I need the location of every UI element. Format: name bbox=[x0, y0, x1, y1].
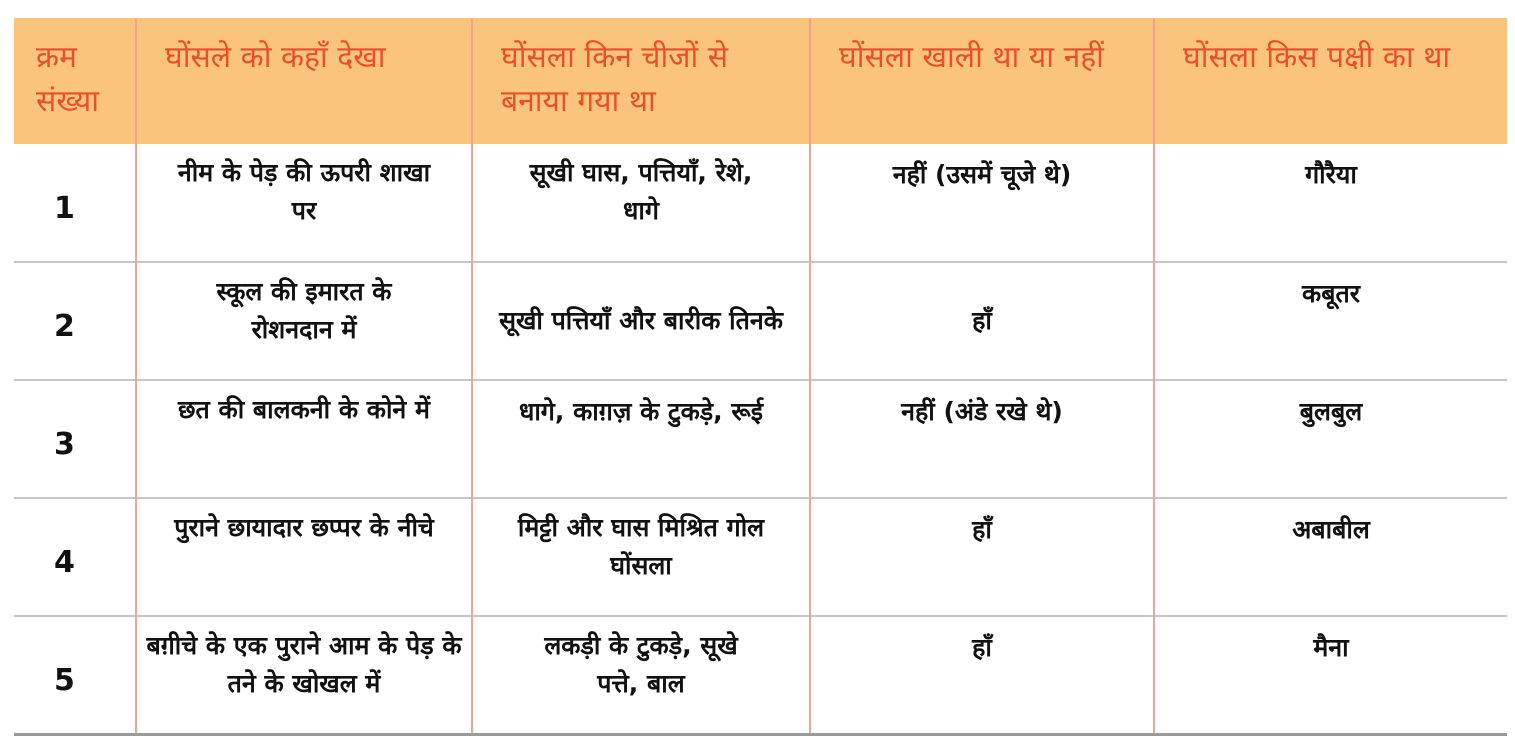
cell-empty: नहीं (अंडे रखे थे) bbox=[810, 380, 1155, 498]
cell-location-text: स्कूल की इमारत के रोशनदान में bbox=[216, 277, 392, 344]
header-materials: घोंसला किन चीजों से बनाया गया था bbox=[472, 18, 811, 144]
nest-observation-table-container: क्रम संख्या घोंसले को कहाँ देखा घोंसला क… bbox=[14, 18, 1507, 736]
cell-materials-text: लकड़ी के टुकड़े, सूखे पत्ते, बाल bbox=[544, 631, 738, 698]
cell-serial: 3 bbox=[14, 380, 137, 498]
cell-materials-text: सूखी घास, पत्तियाँ, रेशे, धागे bbox=[529, 158, 753, 225]
cell-location-text: नीम के पेड़ की ऊपरी शाखा पर bbox=[177, 158, 431, 225]
table-row: 1 नीम के पेड़ की ऊपरी शाखा पर सूखी घास, … bbox=[14, 144, 1507, 262]
cell-materials: मिट्टी और घास मिश्रित गोल घोंसला bbox=[472, 498, 811, 616]
cell-location-text: पुराने छायादार छप्पर के नीचे bbox=[174, 513, 434, 542]
header-empty-or-not: घोंसला खाली था या नहीं bbox=[810, 18, 1155, 144]
cell-location: पुराने छायादार छप्पर के नीचे bbox=[136, 498, 473, 616]
table-row: 4 पुराने छायादार छप्पर के नीचे मिट्टी और… bbox=[14, 498, 1507, 616]
cell-materials: धागे, काग़ज़ के टुकड़े, रूई bbox=[472, 380, 811, 498]
cell-bird: बुलबुल bbox=[1299, 397, 1363, 426]
table-row: 3 छत की बालकनी के कोने में धागे, काग़ज़ … bbox=[14, 380, 1507, 498]
cell-location-text: बग़ीचे के एक पुराने आम के पेड़ के तने के… bbox=[146, 631, 462, 698]
cell-materials-text: मिट्टी और घास मिश्रित गोल घोंसला bbox=[517, 513, 765, 580]
cell-bird: मैना bbox=[1313, 633, 1349, 662]
cell-location: बग़ीचे के एक पुराने आम के पेड़ के तने के… bbox=[136, 616, 473, 734]
cell-empty: हाँ bbox=[810, 498, 1155, 616]
cell-empty: हाँ bbox=[810, 616, 1155, 734]
cell-location: छत की बालकनी के कोने में bbox=[136, 380, 473, 498]
cell-bird: कबूतर bbox=[1302, 279, 1360, 308]
cell-serial: 2 bbox=[14, 262, 137, 380]
cell-bird: अबाबील bbox=[1292, 515, 1370, 544]
cell-empty: नहीं (उसमें चूजे थे) bbox=[810, 144, 1155, 262]
cell-bird: गौरैया bbox=[1305, 160, 1357, 189]
header-where-seen: घोंसले को कहाँ देखा bbox=[136, 18, 473, 144]
table-row: 2 स्कूल की इमारत के रोशनदान में सूखी पत्… bbox=[14, 262, 1507, 380]
cell-materials: सूखी पत्तियाँ और बारीक तिनके bbox=[472, 262, 811, 380]
cell-materials: लकड़ी के टुकड़े, सूखे पत्ते, बाल bbox=[472, 616, 811, 734]
cell-serial: 1 bbox=[14, 144, 137, 262]
cell-materials: सूखी घास, पत्तियाँ, रेशे, धागे bbox=[472, 144, 811, 262]
header-serial-number: क्रम संख्या bbox=[14, 18, 137, 144]
cell-location: स्कूल की इमारत के रोशनदान में bbox=[136, 262, 473, 380]
table-row: 5 बग़ीचे के एक पुराने आम के पेड़ के तने … bbox=[14, 616, 1507, 734]
cell-materials-text: सूखी पत्तियाँ और बारीक तिनके bbox=[499, 306, 783, 335]
header-bird: घोंसला किस पक्षी का था bbox=[1183, 40, 1451, 75]
cell-location-text: छत की बालकनी के कोने में bbox=[178, 395, 430, 424]
table-header-row: क्रम संख्या घोंसले को कहाँ देखा घोंसला क… bbox=[14, 18, 1507, 144]
nest-observation-table: क्रम संख्या घोंसले को कहाँ देखा घोंसला क… bbox=[14, 18, 1507, 736]
cell-serial: 4 bbox=[14, 498, 137, 616]
cell-empty: हाँ bbox=[810, 262, 1155, 380]
cell-location: नीम के पेड़ की ऊपरी शाखा पर bbox=[136, 144, 473, 262]
cell-serial: 5 bbox=[14, 616, 137, 734]
